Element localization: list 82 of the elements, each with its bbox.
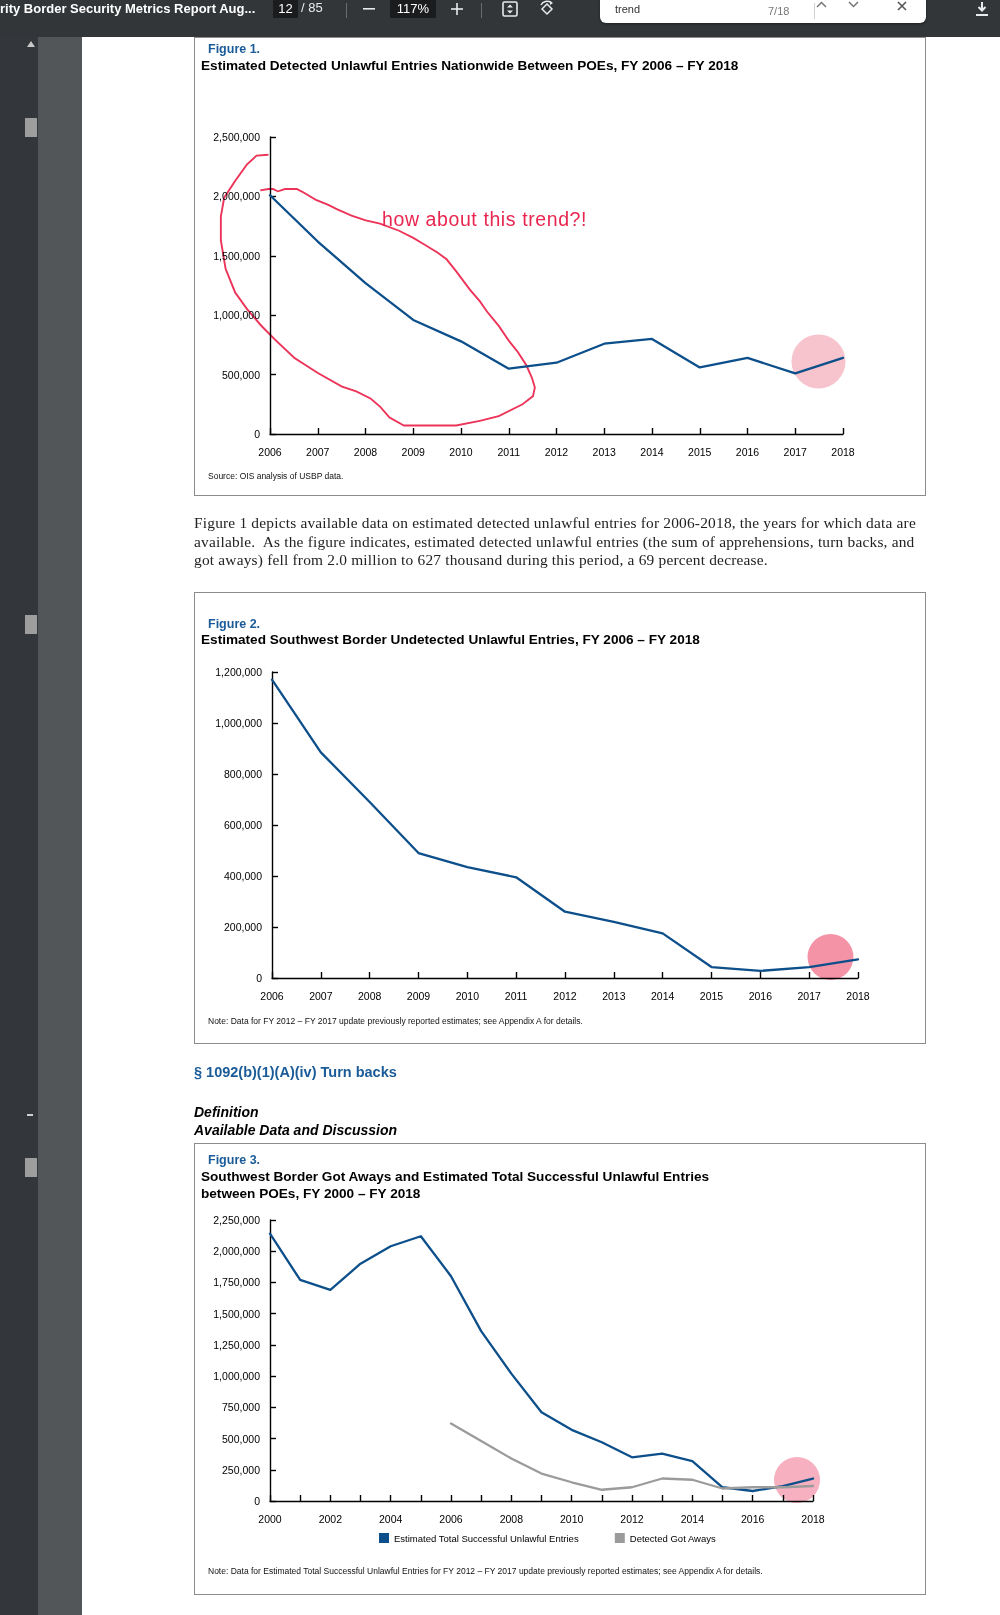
chart-subtitle: Estimated Southwest Border Undetected Unlawful Entries, FY 2006 – FY 2018 (201, 632, 701, 649)
line-series (268, 1232, 815, 1493)
x-tick-label: 2014 (640, 445, 664, 458)
line-series (270, 678, 860, 973)
y-tick-label: 1,500,000 (213, 1307, 261, 1320)
x-tick-label: 2016 (735, 445, 760, 458)
y-tick-label: 1,000,000 (213, 1370, 261, 1383)
text: rity Border Security Metrics Report Aug... (0, 1, 256, 17)
x-tick-label: 2006 (258, 445, 282, 458)
text: Available Data and Discussion (194, 1122, 398, 1138)
y-tick-label: 200,000 (224, 921, 263, 933)
text: § 1092(b)(1)(A)(iv) Turn backs (194, 1064, 397, 1080)
y-tick-label: 1,250,000 (213, 1338, 261, 1351)
text: 7/18 (768, 4, 790, 18)
x-tick-label: 2009 (406, 989, 431, 1002)
text: Note: Data for Estimated Total Successful Unlawful Entries for FY 2012 – FY 2017 update previously reported estimates; see Appendix A for details. (208, 1566, 763, 1576)
y-tick-label: 2,500,000 (213, 131, 261, 143)
x-tick-label: 2010 (455, 989, 480, 1002)
chart-title: Figure 2. (208, 617, 261, 631)
y-tick-label: 0 (254, 1495, 261, 1507)
y-tick-label: 2,250,000 (213, 1214, 261, 1226)
x-tick-label: 2010 (449, 445, 473, 458)
annotation: how about this trend?! (382, 208, 588, 231)
x-tick-label: 2008 (353, 445, 378, 458)
chart-title: Figure 1. (208, 42, 261, 56)
y-tick-label: 250,000 (222, 1463, 261, 1476)
line-series (449, 1422, 815, 1491)
y-tick-label: 750,000 (222, 1401, 261, 1414)
x-tick-label: 2016 (748, 989, 773, 1002)
text: trend (615, 2, 641, 16)
x-tick-label: 2004 (378, 1512, 403, 1525)
x-tick-label: 2010 (559, 1512, 584, 1525)
y-tick-label: 1,000,000 (215, 717, 263, 729)
x-tick-label: 2018 (801, 1512, 825, 1525)
y-tick-label: 500,000 (222, 1432, 261, 1445)
x-tick-label: 2007 (309, 989, 333, 1002)
text: Definition (194, 1104, 259, 1120)
text: Note: Data for FY 2012 – FY 2017 update previously reported estimates; see Appendix A for details. (208, 1016, 583, 1026)
source-note: Source: OIS analysis of USBP data. (208, 471, 344, 481)
chart-subtitle: Estimated Detected Unlawful Entries Nationwide Between POEs, FY 2006 – FY 2018 (201, 58, 740, 75)
x-tick-label: 2014 (680, 1512, 705, 1525)
x-tick-label: 2006 (439, 1512, 463, 1525)
legend-label: Estimated Total Successful Unlawful Entries (394, 1532, 579, 1544)
caption: Figure 1 depicts available data on estimated detected unlawful entries for 2006-2018, the years for which data are available. As the figure indicates, estimated detected unlawful entries (the sum of apprehensions, turn backs, and got aways) fell from 2.0 million to 627 thousand during this period, a 69 percent decrease. (194, 514, 917, 570)
text: / 85 (301, 0, 323, 15)
y-tick-label: 1,200,000 (215, 666, 263, 678)
zoom-field: 117% (390, 0, 436, 18)
x-tick-label: 2002 (318, 1512, 343, 1525)
y-tick-label: 0 (256, 972, 263, 984)
y-tick-label: 600,000 (224, 819, 263, 831)
chart-subtitle: Southwest Border Got Aways and Estimated Total Successful Unlawful Entries between POEs, FY 2000 – FY 2018 (201, 1169, 711, 1202)
y-tick-label: 800,000 (224, 768, 263, 780)
x-tick-label: 2011 (504, 989, 528, 1002)
x-tick-label: 2015 (688, 445, 712, 458)
x-tick-label: 2014 (650, 989, 675, 1002)
x-tick-label: 2018 (846, 989, 870, 1002)
x-tick-label: 2013 (592, 445, 617, 458)
x-tick-label: 2009 (401, 445, 426, 458)
y-tick-label: 500,000 (222, 368, 261, 381)
x-tick-label: 2008 (357, 989, 382, 1002)
x-tick-label: 2017 (797, 989, 822, 1002)
x-tick-label: 2012 (544, 445, 569, 458)
x-tick-label: 2017 (783, 445, 808, 458)
x-tick-label: 2015 (699, 989, 724, 1002)
x-tick-label: 2000 (258, 1512, 282, 1525)
x-tick-label: 2018 (831, 445, 855, 458)
x-tick-label: 2012 (620, 1512, 644, 1525)
y-tick-label: 2,000,000 (213, 1245, 261, 1258)
legend-label: Detected Got Aways (629, 1532, 716, 1544)
x-tick-label: 2012 (553, 989, 577, 1002)
line-series (268, 194, 845, 375)
y-tick-label: 1,750,000 (213, 1276, 261, 1289)
y-tick-label: 400,000 (224, 870, 263, 882)
x-tick-label: 2011 (497, 445, 521, 458)
x-tick-label: 2016 (740, 1512, 765, 1525)
y-tick-label: 0 (254, 428, 261, 440)
x-tick-label: 2008 (499, 1512, 524, 1525)
x-tick-label: 2007 (306, 445, 330, 458)
page-number-field: 12 (273, 0, 298, 18)
x-tick-label: 2006 (260, 989, 284, 1002)
chart-title: Figure 3. (208, 1153, 261, 1167)
x-tick-label: 2013 (602, 989, 626, 1002)
